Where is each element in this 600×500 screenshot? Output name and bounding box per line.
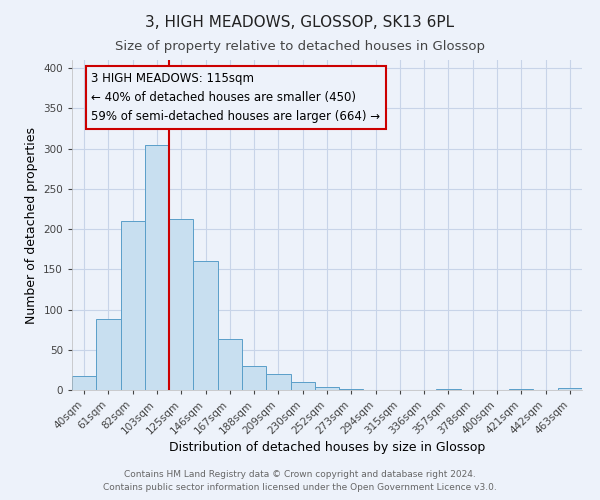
Bar [72,376,96,390]
Bar [169,220,193,390]
Bar [436,389,461,390]
Bar [96,319,121,390]
Bar [339,389,364,390]
Text: Contains HM Land Registry data © Crown copyright and database right 2024.
Contai: Contains HM Land Registry data © Crown c… [103,470,497,492]
Bar [558,388,582,390]
Bar [315,387,339,390]
Text: 3, HIGH MEADOWS, GLOSSOP, SK13 6PL: 3, HIGH MEADOWS, GLOSSOP, SK13 6PL [145,15,455,30]
Bar [290,382,315,390]
Bar [509,389,533,390]
Bar [193,261,218,390]
Text: 3 HIGH MEADOWS: 115sqm
← 40% of detached houses are smaller (450)
59% of semi-de: 3 HIGH MEADOWS: 115sqm ← 40% of detached… [91,72,380,123]
Bar [145,144,169,390]
Text: Size of property relative to detached houses in Glossop: Size of property relative to detached ho… [115,40,485,53]
Y-axis label: Number of detached properties: Number of detached properties [25,126,38,324]
Bar [266,374,290,390]
Bar [121,221,145,390]
Bar [218,340,242,390]
X-axis label: Distribution of detached houses by size in Glossop: Distribution of detached houses by size … [169,442,485,454]
Bar [242,366,266,390]
